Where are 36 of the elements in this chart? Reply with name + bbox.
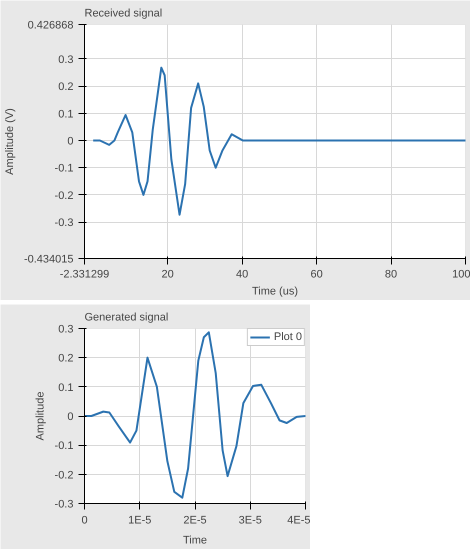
line-series	[92, 66, 466, 216]
x-tick-label: 40	[236, 268, 248, 280]
y-tick-label: 0.1	[58, 382, 74, 394]
y-tick-label: 0	[67, 411, 74, 423]
y-tick-label: 0.2	[58, 352, 74, 365]
y-tick-label: -0.434015	[24, 254, 74, 266]
x-axis-title: Time	[182, 534, 208, 546]
y-tick-label: -0.3	[54, 217, 74, 230]
chart-title: Received signal	[84, 8, 162, 20]
y-tick-label: -0.3	[54, 498, 74, 510]
x-tick-label: 0	[81, 514, 88, 526]
y-tick-label: -0.1	[54, 162, 74, 175]
y-tick-label: 0.2	[58, 81, 74, 94]
x-tick-label: 4E-5	[287, 514, 311, 526]
y-tick-label: 0.3	[58, 54, 74, 66]
x-tick-label: 1E-5	[128, 514, 152, 526]
x-axis-title: Time (us)	[252, 286, 298, 298]
x-tick-label: 3E-5	[238, 514, 262, 526]
y-axis-title: Amplitude (V)	[4, 108, 16, 175]
y-axis-title: Amplitude	[34, 392, 47, 440]
y-tick-label: -0.2	[54, 190, 74, 202]
y-tick-label: 0.426868	[28, 20, 74, 32]
x-tick-label: 2E-5	[183, 514, 207, 526]
x-tick-label: -2.331299	[60, 268, 110, 280]
chart-title: Generated signal	[84, 312, 168, 324]
y-tick-label: -0.1	[54, 440, 74, 452]
x-tick-label: 60	[310, 268, 323, 280]
x-tick-label: 80	[384, 268, 398, 280]
legend-label: Plot 0	[274, 331, 302, 343]
x-tick-label: 100	[452, 268, 471, 280]
x-tick-label: 20	[162, 268, 174, 280]
y-tick-label: -0.2	[54, 469, 74, 482]
y-tick-label: 0.3	[58, 324, 74, 336]
y-tick-label: 0.1	[58, 108, 74, 120]
line-series	[84, 331, 306, 499]
y-tick-label: 0	[67, 136, 74, 148]
